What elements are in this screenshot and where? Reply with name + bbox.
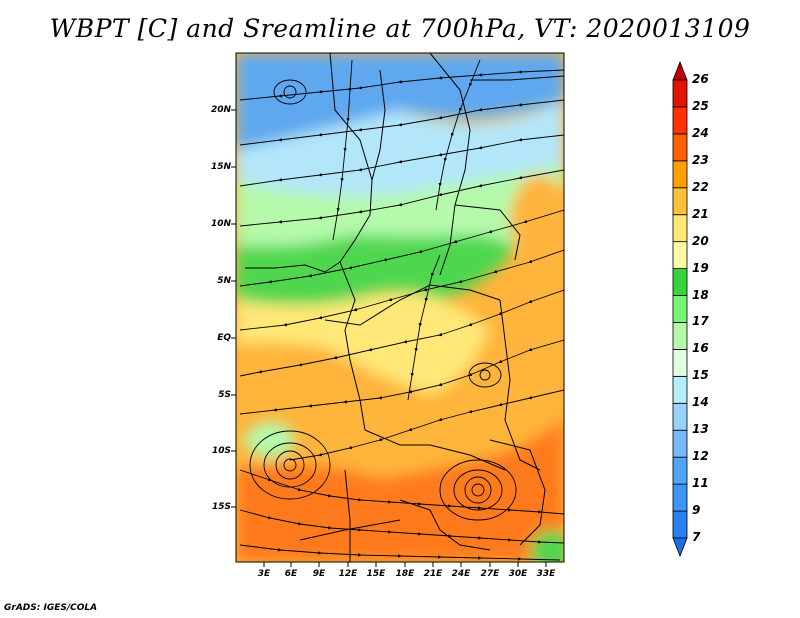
colorbar-label: 23	[692, 152, 709, 167]
lat-label-10S: 10S	[211, 446, 231, 456]
colorbar-segment	[672, 429, 688, 458]
streamline	[289, 389, 564, 461]
lon-label-12E: 12E	[338, 569, 358, 579]
streamline	[239, 509, 564, 544]
colorbar-segment	[672, 214, 688, 243]
vortex-ring	[283, 85, 297, 99]
colorbar-label: 24	[692, 125, 709, 140]
colorbar-label: 22	[692, 179, 709, 194]
colorbar-segment	[672, 268, 688, 296]
colorbar-label: 25	[692, 98, 709, 113]
colorbar-segment	[672, 483, 688, 512]
colorbar-label: 7	[692, 530, 701, 544]
colorbar-label: 13	[692, 422, 709, 437]
lon-label-30E: 30E	[508, 569, 528, 579]
streamline	[239, 69, 564, 101]
colorbar-segment	[672, 79, 688, 108]
lat-label-10N: 10N	[210, 219, 231, 229]
streamline	[239, 544, 561, 561]
streamline	[239, 339, 564, 415]
lat-label-5N: 5N	[217, 276, 231, 286]
streamline	[239, 469, 564, 515]
colorbar-label: 19	[692, 260, 709, 275]
axis-ticks	[231, 109, 547, 567]
colorbar-segment	[672, 510, 688, 539]
colorbar-label: 14	[692, 395, 709, 410]
vortex-ring	[453, 469, 503, 511]
colorbar-top-triangle	[672, 60, 688, 81]
lon-label-15E: 15E	[366, 569, 386, 579]
colorbar-label: 16	[692, 341, 709, 356]
lon-label-24E: 24E	[451, 569, 471, 579]
credit-text: GrADS: IGES/COLA	[4, 603, 98, 613]
colorbar-label: 12	[692, 449, 709, 464]
vortex-ring	[283, 458, 297, 472]
vortex-ring	[468, 362, 502, 388]
vortex-ring	[464, 476, 492, 504]
colorbar-label: 9	[692, 503, 701, 518]
lat-label-20N: 20N	[210, 105, 231, 115]
streamline	[435, 59, 481, 211]
lon-label-27E: 27E	[480, 569, 500, 579]
colorbar-label: 20	[692, 233, 709, 248]
colorbar-label: 18	[692, 287, 709, 302]
vortex-ring	[263, 442, 317, 488]
colorbar-segment	[672, 295, 688, 323]
vortices	[249, 79, 517, 521]
colorbar-label: 11	[692, 476, 709, 491]
colorbar-segment	[672, 375, 688, 404]
colorbar-segment	[672, 349, 688, 377]
vortex-ring	[471, 483, 485, 497]
lat-label-eq: EQ	[217, 333, 231, 343]
lon-label-33E: 33E	[536, 569, 556, 579]
map-frame	[235, 52, 565, 563]
lon-label-21E: 21E	[423, 569, 443, 579]
lat-label-5S: 5S	[218, 390, 231, 400]
colorbar-segment	[672, 106, 688, 135]
colorbar-segment	[672, 187, 688, 216]
figure-title: WBPT [C] and Sreamline at 700hPa, VT: 20…	[49, 14, 751, 43]
colorbar-segment	[672, 322, 688, 350]
vortex-ring	[249, 430, 331, 500]
streamline	[407, 254, 441, 401]
lon-label-6E: 6E	[284, 569, 298, 579]
colorbar-label: 21	[692, 206, 709, 221]
streamlines	[239, 59, 564, 561]
lon-label-9E: 9E	[312, 569, 326, 579]
lat-label-15S: 15S	[211, 502, 231, 512]
colorbar-label: 17	[692, 314, 709, 329]
patch-lightgreen-sw	[245, 422, 295, 458]
colorbar-segment	[672, 241, 688, 269]
colorbar-segment	[672, 160, 688, 189]
colorbar-label: 15	[692, 368, 709, 383]
colorbar-bottom-triangle	[672, 537, 688, 558]
vortex-ring	[273, 79, 307, 105]
lon-label-3E: 3E	[257, 569, 271, 579]
colorbar	[672, 60, 688, 558]
lon-label-18E: 18E	[395, 569, 415, 579]
vortex-ring	[479, 369, 491, 381]
colorbar-segment	[672, 456, 688, 485]
colorbar-segment	[672, 402, 688, 431]
colorbar-label: 26	[692, 72, 709, 86]
vortex-ring	[439, 459, 517, 521]
lat-label-15N: 15N	[210, 162, 231, 172]
map-plot	[236, 53, 564, 562]
vortex-ring	[275, 450, 305, 480]
colorbar-segment	[672, 133, 688, 162]
streamline	[332, 59, 353, 241]
